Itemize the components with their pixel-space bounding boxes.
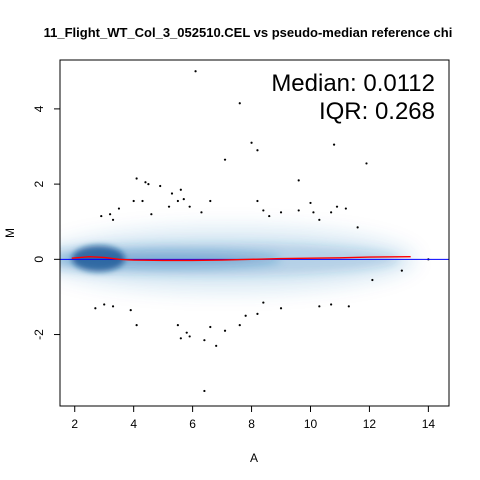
outlier-point: [111, 218, 115, 221]
outlier-point: [371, 278, 374, 282]
outlier-point: [330, 303, 333, 306]
outlier-point: [176, 324, 179, 327]
outlier-point: [188, 205, 191, 208]
outlier-point: [238, 102, 241, 105]
outlier-points: [94, 70, 430, 393]
y-axis: -2 0 2 4: [32, 105, 61, 340]
y-tick-label: 0: [32, 256, 46, 263]
x-tick-label: 4: [130, 417, 137, 431]
outlier-point: [135, 177, 138, 180]
outlier-point: [170, 192, 174, 195]
outlier-point: [203, 389, 206, 393]
outlier-point: [356, 226, 359, 229]
outlier-point: [194, 70, 197, 73]
y-tick-label: -2: [32, 329, 46, 340]
iqr-stat: IQR: 0.268: [319, 98, 435, 125]
x-tick-label: 14: [422, 417, 436, 431]
outlier-point: [188, 335, 191, 338]
outlier-point: [262, 209, 265, 212]
outlier-point: [223, 329, 227, 332]
median-stat: Median: 0.0112: [271, 70, 435, 97]
outlier-point: [209, 199, 212, 203]
outlier-point: [215, 344, 218, 347]
outlier-point: [108, 213, 112, 216]
outlier-point: [250, 141, 253, 144]
outlier-point: [185, 331, 188, 334]
outlier-point: [244, 314, 247, 317]
outlier-point: [103, 303, 106, 306]
outlier-point: [100, 214, 103, 218]
outlier-point: [141, 199, 144, 203]
outlier-point: [330, 211, 333, 214]
outlier-point: [203, 339, 206, 342]
outlier-point: [256, 199, 259, 203]
outlier-point: [344, 207, 347, 210]
x-tick-label: 10: [304, 417, 318, 431]
chart-title: 11_Flight_WT_Col_3_052510.CEL vs pseudo-…: [44, 25, 453, 40]
outlier-point: [238, 324, 241, 327]
outlier-point: [179, 188, 182, 191]
y-tick-label: 2: [32, 180, 46, 187]
outlier-point: [179, 337, 182, 340]
outlier-point: [117, 207, 121, 210]
outlier-point: [159, 184, 162, 188]
outlier-point: [262, 301, 265, 304]
outlier-point: [182, 198, 185, 201]
outlier-point: [318, 218, 321, 221]
outlier-point: [347, 305, 350, 308]
outlier-point: [256, 312, 259, 315]
x-tick-label: 8: [248, 417, 255, 431]
outlier-point: [132, 199, 135, 203]
outlier-point: [209, 325, 212, 329]
x-tick-label: 6: [189, 417, 196, 431]
outlier-point: [176, 199, 179, 203]
outlier-point: [167, 205, 171, 208]
outlier-point: [129, 308, 132, 312]
outlier-point: [94, 307, 97, 310]
outlier-point: [111, 305, 115, 308]
x-axis: 2 4 6 8 10 12 14: [71, 405, 436, 431]
x-tick-label: 2: [71, 417, 78, 431]
outlier-point: [365, 162, 368, 165]
outlier-point: [318, 305, 321, 308]
outlier-point: [309, 201, 312, 205]
y-tick-label: 4: [32, 105, 46, 112]
loess-fit-line: [71, 255, 411, 262]
outlier-point: [400, 269, 403, 272]
outlier-point: [135, 324, 138, 327]
outlier-point: [332, 143, 336, 146]
outlier-point: [144, 181, 147, 184]
outlier-point: [279, 307, 283, 310]
density-core: [71, 245, 125, 272]
outlier-point: [312, 211, 315, 214]
outlier-point: [147, 183, 150, 186]
outlier-point: [279, 211, 283, 214]
outlier-point: [335, 205, 339, 208]
outlier-point: [150, 213, 153, 216]
y-axis-label: M: [3, 228, 17, 238]
outlier-point: [223, 158, 227, 161]
outlier-point: [297, 179, 300, 182]
x-axis-label: A: [250, 451, 258, 465]
outlier-point: [256, 149, 259, 152]
x-tick-label: 12: [363, 417, 377, 431]
outlier-point: [268, 214, 271, 218]
outlier-point: [200, 211, 203, 214]
outlier-point: [297, 209, 300, 212]
